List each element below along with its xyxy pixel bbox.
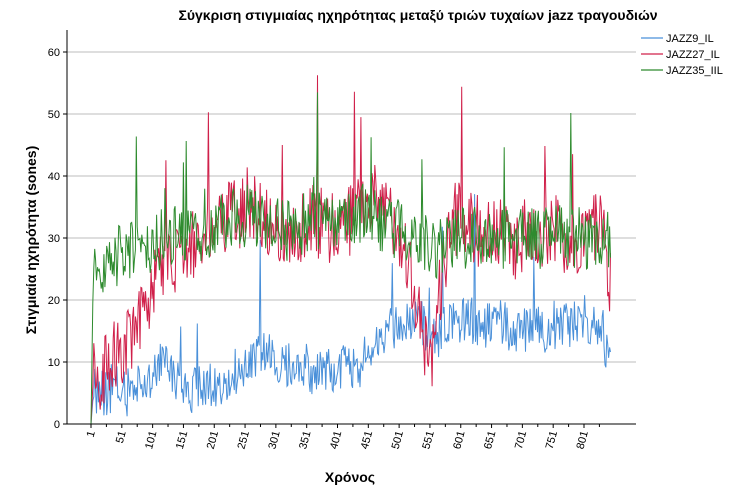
y-tick-label: 20: [48, 295, 60, 307]
x-tick-label: 351: [297, 430, 313, 451]
x-tick-label: 1: [85, 430, 98, 439]
x-tick-label: 201: [205, 430, 221, 451]
chart-title: Σύγκριση στιγμιαίας ηχηρότητας μεταξύ τρ…: [178, 7, 657, 23]
y-tick-label: 30: [48, 233, 60, 245]
y-tick-label: 60: [48, 47, 60, 59]
y-tick-label: 10: [48, 357, 60, 369]
series-line-jazz35-iil: [90, 92, 611, 425]
x-tick-label: 251: [236, 430, 252, 451]
x-tick-label: 601: [451, 430, 467, 451]
legend: JAZZ9_IL JAZZ27_IL JAZZ35_IIL: [641, 33, 723, 77]
x-tick-label: 551: [420, 430, 436, 451]
series-lines: [90, 75, 611, 425]
x-tick-label: 151: [174, 430, 190, 451]
series-line-jazz27-il: [90, 75, 611, 425]
x-tick-label: 701: [513, 430, 529, 451]
legend-label: JAZZ9_IL: [666, 33, 714, 45]
y-tick-label: 0: [54, 419, 60, 431]
x-tick-label: 751: [544, 430, 560, 451]
x-tick-label: 501: [390, 430, 406, 451]
legend-label: JAZZ27_IL: [666, 49, 720, 61]
axes: [63, 30, 636, 428]
x-tick-label: 451: [359, 430, 375, 451]
x-tick-label: 51: [114, 430, 129, 445]
x-tick-label: 801: [575, 430, 591, 451]
series-line-jazz9-il: [90, 194, 611, 425]
y-axis-label: Στιγμιαία ηχηρότητα (sones): [23, 146, 39, 334]
x-axis-label: Χρόνος: [325, 469, 375, 485]
x-tick-label: 651: [482, 430, 498, 451]
x-tick-labels: 1 51 101 151 201 251 301 351 401 451 501 551 601 651 7…: [85, 430, 591, 451]
x-tick-label: 401: [328, 430, 344, 451]
x-tick-label: 101: [143, 430, 159, 451]
y-tick-label: 40: [48, 171, 60, 183]
y-tick-labels: 0 10 20 30 40 50 60: [48, 47, 60, 431]
y-tick-label: 50: [48, 109, 60, 121]
legend-label: JAZZ35_IIL: [666, 65, 723, 77]
x-tick-label: 301: [266, 430, 282, 451]
